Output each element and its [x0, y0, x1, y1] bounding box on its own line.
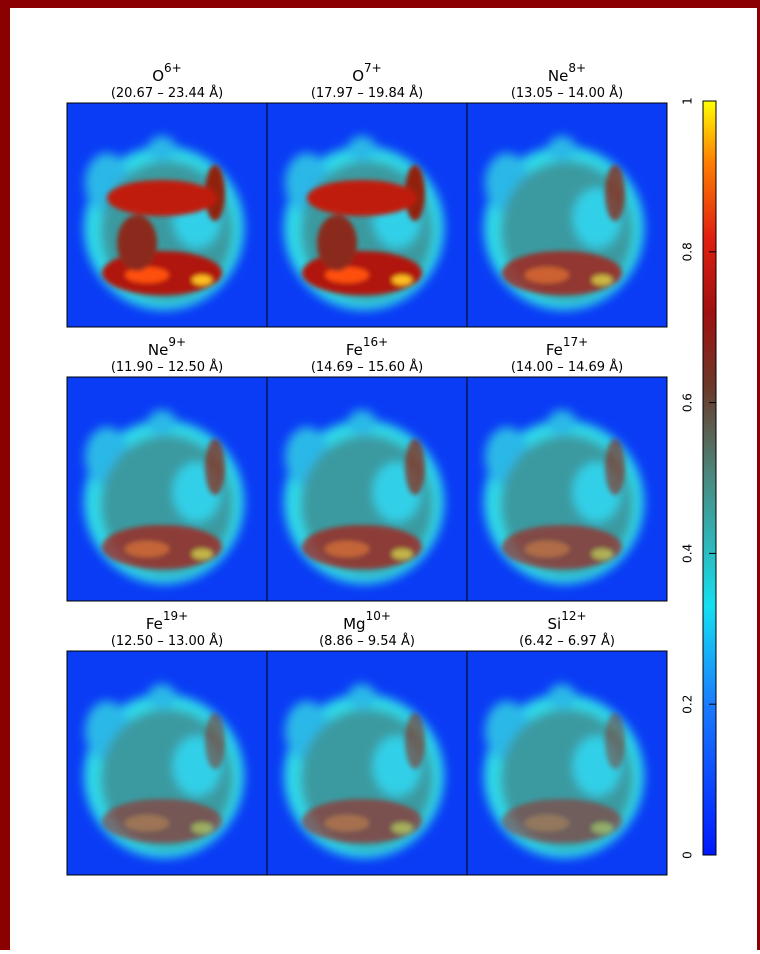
sky-image [467, 377, 667, 601]
sky-image [67, 651, 267, 875]
ion: Ne [548, 67, 568, 85]
charge: 16+ [363, 335, 388, 349]
panel-range: (8.86 – 9.54 Å) [319, 633, 415, 649]
panel-ion: O7+ [352, 61, 382, 85]
ion: Fe [346, 341, 363, 359]
panel-frame [466, 650, 668, 876]
panel-range: (14.69 – 15.60 Å) [311, 359, 423, 375]
ion: Si [547, 615, 561, 633]
ion: Fe [146, 615, 163, 633]
panel-frame [466, 376, 668, 602]
frame [757, 0, 760, 950]
charge: 19+ [163, 609, 188, 623]
charge: 7+ [364, 61, 382, 75]
sky-image [467, 103, 667, 327]
colorbar [702, 100, 717, 856]
panel-range: (14.00 – 14.69 Å) [511, 359, 623, 375]
ion: Mg [343, 615, 365, 633]
ion: Ne [148, 341, 168, 359]
colorbar-tick-label: 0.4 [681, 544, 695, 563]
panel-ion: Fe19+ [146, 609, 188, 633]
frame [0, 0, 10, 950]
frame [0, 0, 760, 8]
sky-image [67, 103, 267, 327]
panel-range: (13.05 – 14.00 Å) [511, 85, 623, 101]
panel-ion: Ne8+ [548, 61, 586, 85]
panel-range: (20.67 – 23.44 Å) [111, 85, 223, 101]
charge: 9+ [168, 335, 186, 349]
panel-range: (11.90 – 12.50 Å) [111, 359, 223, 375]
charge: 12+ [561, 609, 586, 623]
charge: 6+ [164, 61, 182, 75]
colorbar-tick-label: 1 [681, 97, 695, 105]
colorbar-tick-label: 0.6 [681, 393, 695, 412]
panel-ion: O6+ [152, 61, 182, 85]
sky-image [267, 377, 467, 601]
ion: O [352, 67, 364, 85]
panel-ion: Si12+ [547, 609, 586, 633]
ion: Fe [546, 341, 563, 359]
sky-image [267, 103, 467, 327]
sky-image [67, 377, 267, 601]
sky-image [467, 651, 667, 875]
colorbar-tick-label: 0.8 [681, 242, 695, 261]
panel-ion: Ne9+ [148, 335, 186, 359]
panel-ion: Fe16+ [346, 335, 388, 359]
charge: 8+ [568, 61, 586, 75]
colorbar-tick-label: 0 [681, 851, 695, 859]
panel-ion: Mg10+ [343, 609, 391, 633]
panel-ion: Fe17+ [546, 335, 588, 359]
charge: 10+ [366, 609, 391, 623]
panel-range: (12.50 – 13.00 Å) [111, 633, 223, 649]
ion: O [152, 67, 164, 85]
sky-image [267, 651, 467, 875]
panel-frame [466, 102, 668, 328]
panel-range: (17.97 – 19.84 Å) [311, 85, 423, 101]
charge: 17+ [563, 335, 588, 349]
panel-range: (6.42 – 6.97 Å) [519, 633, 615, 649]
colorbar-tick-label: 0.2 [681, 695, 695, 714]
